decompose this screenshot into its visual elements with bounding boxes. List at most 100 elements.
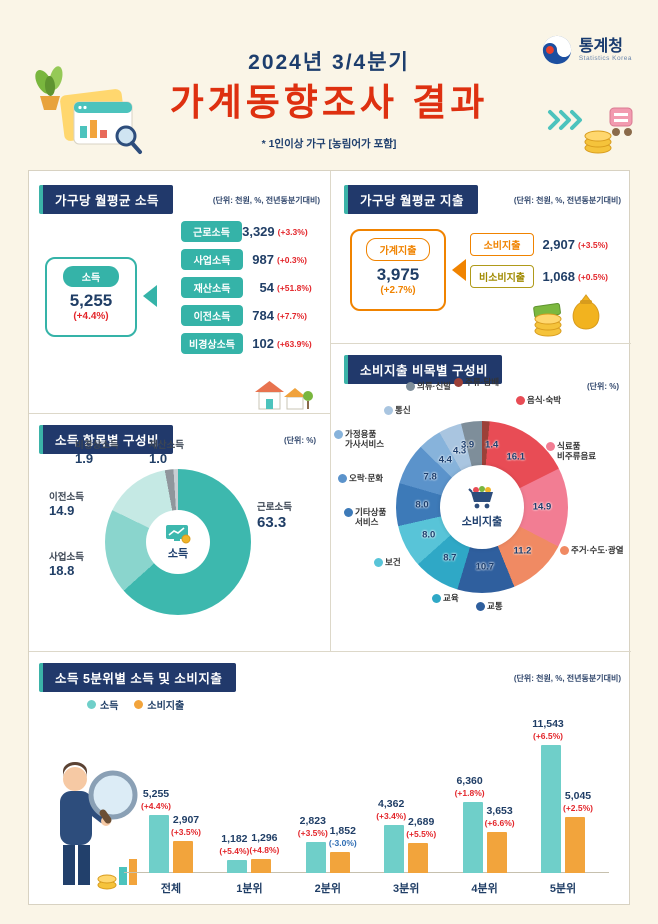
pie-category-label: 주거·수도·광열 xyxy=(560,545,626,555)
logo-subname: Statistics Korea xyxy=(578,55,632,63)
income-bar xyxy=(384,825,405,873)
expenditure-total-box: 가계지출 3,975 (+2.7%) xyxy=(350,229,446,311)
row-value: 2,907 xyxy=(542,237,575,252)
money-bag-icon xyxy=(533,294,600,337)
category-icon xyxy=(406,382,415,391)
consumption-composition-unit: (단위: %) xyxy=(586,382,619,391)
income-row: 재산소득 54 (+51.8%) xyxy=(181,277,323,298)
bar-value-label: 5,255 (+4.4%) xyxy=(141,788,171,812)
income-row: 근로소득 3,329 (+3.3%) xyxy=(181,221,323,242)
coins-cart-illustration xyxy=(548,107,633,154)
report-period: 2024년 3/4분기 xyxy=(248,51,410,74)
expenditure-bar xyxy=(173,841,193,873)
expenditure-total-change: (+2.7%) xyxy=(380,285,416,296)
income-row: 이전소득 784 (+7.7%) xyxy=(181,305,323,326)
expenditure-section-title: 가구당 월평균 지출 xyxy=(344,185,478,214)
consumption-pie-chart: 소비지출 xyxy=(396,421,568,593)
expenditure-row: 소비지출 2,907 (+3.5%) xyxy=(470,233,624,256)
row-value: 784 xyxy=(252,308,274,323)
bar-value-label: 1,182 (+5.4%) xyxy=(219,833,250,857)
section-divider xyxy=(29,413,330,414)
expenditure-unit-note: (단위: 천원, %, 전년동분기대비) xyxy=(513,196,621,205)
logo-name: 통계청 xyxy=(578,37,623,55)
category-icon xyxy=(338,474,347,483)
donut-label: 이전소득 14.9 xyxy=(49,492,84,518)
row-change: (+0.3%) xyxy=(277,254,307,265)
pie-center: 소비지출 xyxy=(440,465,524,549)
bar-value-label: 2,823 (+3.5%) xyxy=(297,815,328,839)
row-label: 소비지출 xyxy=(470,233,534,256)
house-icon xyxy=(255,381,313,410)
donut-center: 소득 xyxy=(146,510,210,574)
row-change: (+0.5%) xyxy=(578,271,608,282)
legend-expenditure: 소비지출 xyxy=(134,697,184,712)
row-value: 3,329 xyxy=(242,224,275,239)
legend-income-swatch xyxy=(87,700,96,709)
row-change: (+63.9%) xyxy=(277,338,312,349)
bar-value-label: 1,852 (-3.0%) xyxy=(328,825,357,849)
expenditure-total-value: 3,975 xyxy=(376,265,420,284)
x-axis-label: 2분위 xyxy=(314,883,341,895)
section-divider xyxy=(29,651,631,652)
category-icon xyxy=(334,430,343,439)
category-icon xyxy=(454,378,463,387)
income-donut-chart: 소득 xyxy=(105,469,251,615)
row-change: (+7.7%) xyxy=(277,310,307,321)
pie-category-label: 통신 xyxy=(384,405,411,415)
income-total-value: 5,255 xyxy=(69,291,113,310)
income-bar xyxy=(227,860,248,873)
column-divider xyxy=(330,171,331,651)
category-icon xyxy=(476,602,485,611)
x-axis-label: 3분위 xyxy=(393,883,420,895)
expenditure-section: 가구당 월평균 지출 (단위: 천원, %, 전년동분기대비) 가계지출 3,9… xyxy=(330,171,631,343)
section-divider xyxy=(330,343,631,344)
row-value: 102 xyxy=(252,336,274,351)
bar-value-label: 6,360 (+1.8%) xyxy=(454,775,485,799)
row-label: 이전소득 xyxy=(181,305,243,326)
pie-category-label: 교통 xyxy=(476,601,503,611)
legend-expenditure-swatch xyxy=(134,700,144,709)
income-bar xyxy=(541,745,561,873)
row-value: 54 xyxy=(259,280,274,295)
pie-category-label: 주류·담배 xyxy=(454,377,499,387)
pie-category-label: 식료품 비주류음료 xyxy=(546,441,596,461)
row-label: 재산소득 xyxy=(181,277,243,298)
expenditure-bar xyxy=(408,843,429,873)
expenditure-total-label: 가계지출 xyxy=(366,238,430,261)
bar-value-label: 2,907 (+3.5%) xyxy=(171,814,201,838)
shopping-cart-icon xyxy=(468,486,493,509)
legend-income: 소득 xyxy=(87,697,118,712)
pie-category-label: 교육 xyxy=(432,593,459,603)
row-value: 1,068 xyxy=(542,269,575,284)
pie-category-label: 의류·신발 xyxy=(406,381,451,391)
x-axis-label: 1분위 xyxy=(236,883,263,895)
consumption-composition-title: 소비지출 비목별 구성비 xyxy=(344,355,502,384)
income-total-label: 소득 xyxy=(63,266,119,287)
row-label: 비경상소득 xyxy=(181,333,243,354)
report-note: * 1인이상 가구 [농림어가 포함] xyxy=(261,138,397,150)
bar-value-label: 11,543 (+6.5%) xyxy=(532,718,564,742)
x-axis-label: 5분위 xyxy=(549,883,577,895)
bar-value-label: 5,045 (+2.5%) xyxy=(563,790,593,814)
category-icon xyxy=(432,594,441,603)
category-icon xyxy=(546,442,555,451)
expenditure-bar xyxy=(329,852,350,873)
category-icon xyxy=(344,508,353,517)
expenditure-rows: 소비지출 2,907 (+3.5%) 비소비지출 1,068 (+0.5%) xyxy=(470,233,624,288)
bar-value-label: 1,296 (+4.8%) xyxy=(249,832,280,856)
bar-value-label: 4,362 (+3.4%) xyxy=(376,798,407,822)
income-section: 가구당 월평균 소득 (단위: 천원, %, 전년동분기대비) 소득 5,255… xyxy=(29,171,330,413)
arrow-left-icon xyxy=(143,285,157,307)
donut-label: 비경상소득 1.9 xyxy=(75,440,119,466)
arrow-left-icon xyxy=(452,259,466,281)
donut-label: 근로소득 63.3 xyxy=(257,502,292,531)
expenditure-bar xyxy=(486,832,507,873)
x-axis-line xyxy=(124,872,609,873)
bar-value-label: 3,653 (+6.6%) xyxy=(484,805,515,829)
income-composition-title: 소득 항목별 구성비 xyxy=(39,425,173,454)
chart-legend: 소득 소비지출 xyxy=(87,697,184,712)
row-label: 근로소득 xyxy=(181,221,243,242)
monitor-chart-icon xyxy=(166,524,191,543)
pie-category-label: 기타상품 서비스 xyxy=(344,507,386,527)
